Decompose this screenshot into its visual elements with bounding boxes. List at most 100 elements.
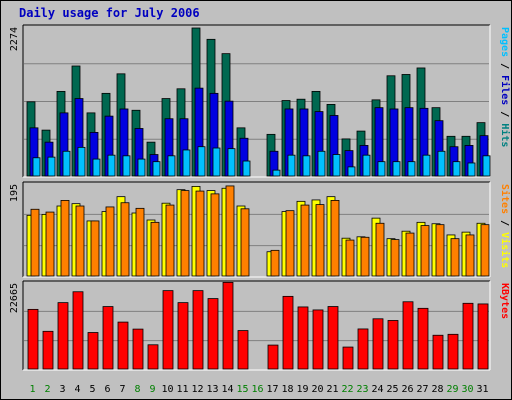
bar-sites-day-18: [285, 210, 295, 277]
x-tick-label: 13: [206, 384, 218, 395]
bar-kbytes-day-5: [87, 332, 99, 370]
bar-sites-day-20: [315, 204, 325, 277]
bar-pages-day-30: [467, 162, 476, 177]
x-tick-label: 30: [461, 384, 473, 395]
bar-sites-day-15: [240, 208, 250, 277]
bar-sites-day-2: [45, 211, 55, 277]
bar-kbytes-day-31: [477, 303, 489, 370]
bar-kbytes-day-25: [387, 320, 399, 370]
bar-sites-day-29: [450, 238, 460, 277]
panel-bottom-axis-label: KBytes: [499, 283, 510, 319]
x-tick-label: 28: [431, 384, 443, 395]
chart-title: Daily usage for July 2006: [19, 6, 200, 20]
x-tick-label: 19: [296, 384, 308, 395]
bar-kbytes-day-10: [162, 290, 174, 370]
panel-middle-axis-label: Sites / Visits: [499, 184, 511, 268]
bar-pages-day-21: [332, 154, 341, 177]
x-tick-label: 25: [386, 384, 398, 395]
bar-pages-day-6: [107, 154, 116, 177]
axis-label-part: /: [499, 57, 510, 75]
bar-pages-day-25: [392, 161, 401, 177]
x-tick-label: 8: [134, 384, 140, 395]
bar-sites-day-25: [390, 239, 400, 277]
bar-pages-day-28: [437, 150, 446, 177]
x-tick-label: 1: [29, 384, 35, 395]
bar-kbytes-day-14: [222, 281, 234, 370]
bar-sites-day-8: [135, 207, 145, 277]
bar-sites-day-31: [480, 224, 490, 277]
x-tick-label: 12: [191, 384, 203, 395]
bar-kbytes-day-4: [72, 291, 84, 370]
bar-kbytes-day-28: [432, 334, 444, 370]
bar-kbytes-day-30: [462, 302, 474, 370]
bar-kbytes-day-15: [237, 330, 249, 370]
bar-kbytes-day-7: [117, 321, 129, 370]
bar-sites-day-5: [90, 220, 100, 277]
bar-kbytes-day-2: [42, 330, 54, 370]
bar-kbytes-day-21: [327, 306, 339, 370]
bar-sites-day-27: [420, 225, 430, 277]
bar-kbytes-day-6: [102, 306, 114, 370]
bar-pages-day-17: [272, 169, 281, 177]
x-tick-label: 24: [371, 384, 383, 395]
panel-top-ymax-label: 2274: [9, 27, 20, 51]
x-tick-label: 11: [176, 384, 188, 395]
bar-pages-day-3: [62, 150, 71, 177]
x-tick-label: 5: [89, 384, 95, 395]
bar-pages-day-14: [227, 148, 236, 177]
bar-pages-day-27: [422, 154, 431, 177]
x-tick-label: 23: [356, 384, 368, 395]
bar-sites-day-14: [225, 185, 235, 277]
bar-pages-day-19: [302, 155, 311, 177]
bar-pages-day-18: [287, 154, 296, 177]
bar-sites-day-12: [195, 190, 205, 277]
bar-sites-day-30: [465, 234, 475, 277]
axis-label-part: KBytes: [499, 283, 510, 319]
bar-sites-day-26: [405, 232, 415, 277]
axis-label-part: Sites: [499, 184, 511, 214]
x-tick-label: 20: [311, 384, 323, 395]
bar-pages-day-4: [77, 146, 86, 177]
axis-label-part: /: [499, 214, 510, 232]
bar-pages-day-8: [137, 158, 146, 177]
x-tick-label: 18: [281, 384, 293, 395]
bar-sites-day-7: [120, 202, 130, 277]
bar-sites-day-6: [105, 206, 115, 277]
axis-label-part: /: [499, 105, 510, 123]
bar-kbytes-day-8: [132, 328, 144, 370]
bar-sites-day-1: [30, 208, 40, 277]
x-tick-label: 17: [266, 384, 278, 395]
x-tick-label: 10: [161, 384, 173, 395]
x-tick-label: 26: [401, 384, 413, 395]
x-tick-label: 15: [236, 384, 248, 395]
bar-sites-day-24: [375, 222, 385, 277]
panel-top-axis-label: Pages / Files / Hits: [499, 27, 511, 147]
bar-kbytes-day-18: [282, 295, 294, 370]
bar-pages-day-26: [407, 161, 416, 177]
bar-pages-day-24: [377, 161, 386, 177]
bar-pages-day-15: [242, 160, 251, 177]
bar-sites-day-19: [300, 204, 310, 277]
axis-label-part: Hits: [499, 123, 511, 147]
x-tick-label: 29: [446, 384, 458, 395]
x-tick-label: 9: [149, 384, 155, 395]
bar-kbytes-day-23: [357, 328, 369, 370]
bar-kbytes-day-27: [417, 307, 429, 370]
bar-kbytes-day-1: [27, 308, 39, 370]
bar-pages-day-7: [122, 155, 131, 177]
bar-sites-day-10: [165, 204, 175, 277]
bar-sites-day-22: [345, 239, 355, 277]
bar-kbytes-day-13: [207, 298, 219, 370]
x-tick-label: 6: [104, 384, 110, 395]
bar-pages-day-5: [92, 158, 101, 177]
axis-label-part: Pages: [499, 27, 510, 57]
bar-kbytes-day-19: [297, 306, 309, 370]
x-tick-label: 4: [74, 384, 80, 395]
x-tick-label: 27: [416, 384, 428, 395]
x-tick-label: 2: [44, 384, 50, 395]
bar-sites-day-9: [150, 221, 160, 277]
x-tick-label: 3: [59, 384, 65, 395]
bar-sites-day-13: [210, 193, 220, 277]
bar-pages-day-9: [152, 161, 161, 177]
